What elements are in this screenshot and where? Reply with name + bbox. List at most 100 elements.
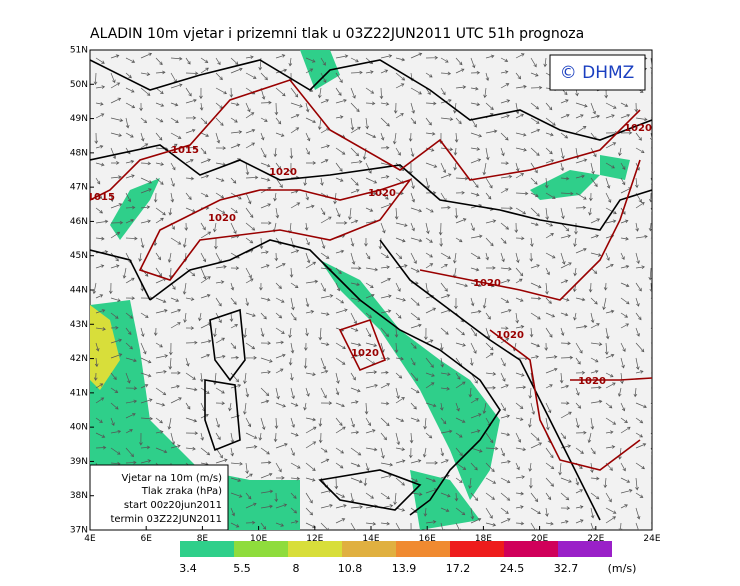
wind-arrow: [350, 177, 359, 186]
wind-arrow: [395, 282, 401, 292]
wind-arrow: [110, 82, 121, 89]
wind-arrow: [139, 102, 143, 112]
wind-arrow: [439, 402, 444, 411]
wind-arrow: [305, 441, 317, 449]
wind-arrow: [335, 72, 343, 84]
wind-arrow: [425, 87, 431, 96]
wind-arrow: [275, 282, 282, 290]
wind-arrow: [350, 147, 360, 157]
wind-arrow: [185, 159, 194, 164]
wind-arrow: [500, 222, 510, 230]
wind-arrow: [275, 387, 280, 400]
wind-arrow: [125, 447, 134, 458]
wind-arrow: [515, 417, 524, 421]
wind-arrow: [649, 282, 652, 293]
wind-arrow: [170, 308, 182, 314]
wind-arrow: [605, 516, 617, 524]
wind-arrow: [575, 387, 580, 396]
wind-arrow: [215, 207, 226, 214]
wind-arrow: [485, 266, 496, 270]
wind-arrow: [500, 99, 511, 104]
wind-arrow: [455, 447, 463, 457]
wind-arrow: [335, 221, 348, 225]
wind-arrow: [605, 162, 615, 169]
wind-arrow: [440, 447, 445, 457]
wind-arrow: [455, 402, 460, 412]
wind-arrow: [125, 205, 136, 210]
wind-arrow: [335, 426, 346, 434]
wind-arrow: [620, 252, 625, 260]
wind-arrow: [544, 342, 549, 351]
wind-arrow: [140, 445, 151, 450]
wind-arrow: [634, 102, 639, 113]
wind-arrow: [515, 372, 525, 377]
wind-arrow: [455, 432, 463, 438]
wind-arrow: [230, 297, 237, 305]
wind-arrow: [260, 357, 273, 363]
wind-arrow: [215, 87, 227, 95]
wind-arrow: [245, 445, 258, 449]
wind-arrow: [215, 432, 221, 441]
wind-arrow: [184, 222, 189, 231]
wind-arrow: [395, 113, 404, 119]
wind-arrow: [275, 54, 286, 59]
wind-arrow: [350, 57, 359, 63]
wind-arrow: [500, 147, 505, 157]
wind-arrow: [530, 442, 543, 449]
wind-arrow: [500, 492, 511, 501]
wind-arrow: [453, 147, 458, 156]
wind-arrow: [500, 460, 511, 464]
wind-arrow: [215, 297, 222, 307]
wind-arrow: [605, 402, 613, 409]
wind-arrow: [620, 113, 631, 119]
wind-arrow: [335, 342, 346, 350]
wind-arrow: [470, 102, 481, 107]
wind-arrow: [500, 447, 505, 457]
wind-arrow: [290, 476, 301, 481]
wind-arrow: [530, 282, 542, 289]
wind-arrow: [618, 147, 622, 157]
legend-swatch: [234, 541, 288, 557]
wind-arrow: [620, 236, 629, 241]
lat-label: 50N: [70, 80, 88, 90]
wind-arrow: [545, 312, 556, 318]
wind-arrow: [545, 492, 552, 501]
wind-arrow: [303, 177, 308, 186]
wind-arrow: [335, 372, 340, 384]
wind-arrow: [620, 426, 631, 434]
wind-arrow: [274, 417, 279, 429]
wind-arrow: [170, 371, 181, 375]
wind-arrow: [530, 507, 541, 515]
wind-arrow: [243, 327, 247, 338]
wind-arrow: [590, 417, 595, 430]
wind-arrow: [155, 207, 166, 216]
wind-arrow: [320, 342, 330, 347]
wind-arrow: [620, 477, 631, 483]
lon-label: 6E: [140, 534, 152, 544]
wind-arrow: [515, 297, 524, 302]
wind-arrow: [440, 71, 452, 76]
wind-arrow: [243, 372, 247, 385]
wind-arrow: [125, 87, 135, 93]
wind-arrow: [380, 447, 385, 459]
wind-arrow: [500, 414, 511, 419]
wind-arrow: [455, 190, 465, 195]
lat-label: 42N: [70, 354, 88, 364]
wind-arrow: [440, 282, 448, 292]
wind-arrow: [260, 203, 272, 209]
wind-arrow: [170, 102, 179, 107]
legend-label: 24.5: [500, 562, 525, 575]
wind-arrow: [95, 342, 100, 352]
wind-arrow: [485, 147, 490, 161]
wind-arrow: [440, 294, 451, 299]
wind-arrow: [260, 117, 268, 122]
wind-arrow: [140, 143, 149, 149]
wind-arrow: [500, 432, 511, 437]
wind-arrow: [155, 267, 162, 277]
wind-arrow: [213, 222, 217, 233]
wind-arrow: [318, 432, 323, 444]
wind-arrow: [515, 432, 522, 443]
wind-arrow: [650, 327, 652, 330]
wind-arrow: [95, 397, 105, 404]
wind-arrow: [500, 308, 512, 314]
